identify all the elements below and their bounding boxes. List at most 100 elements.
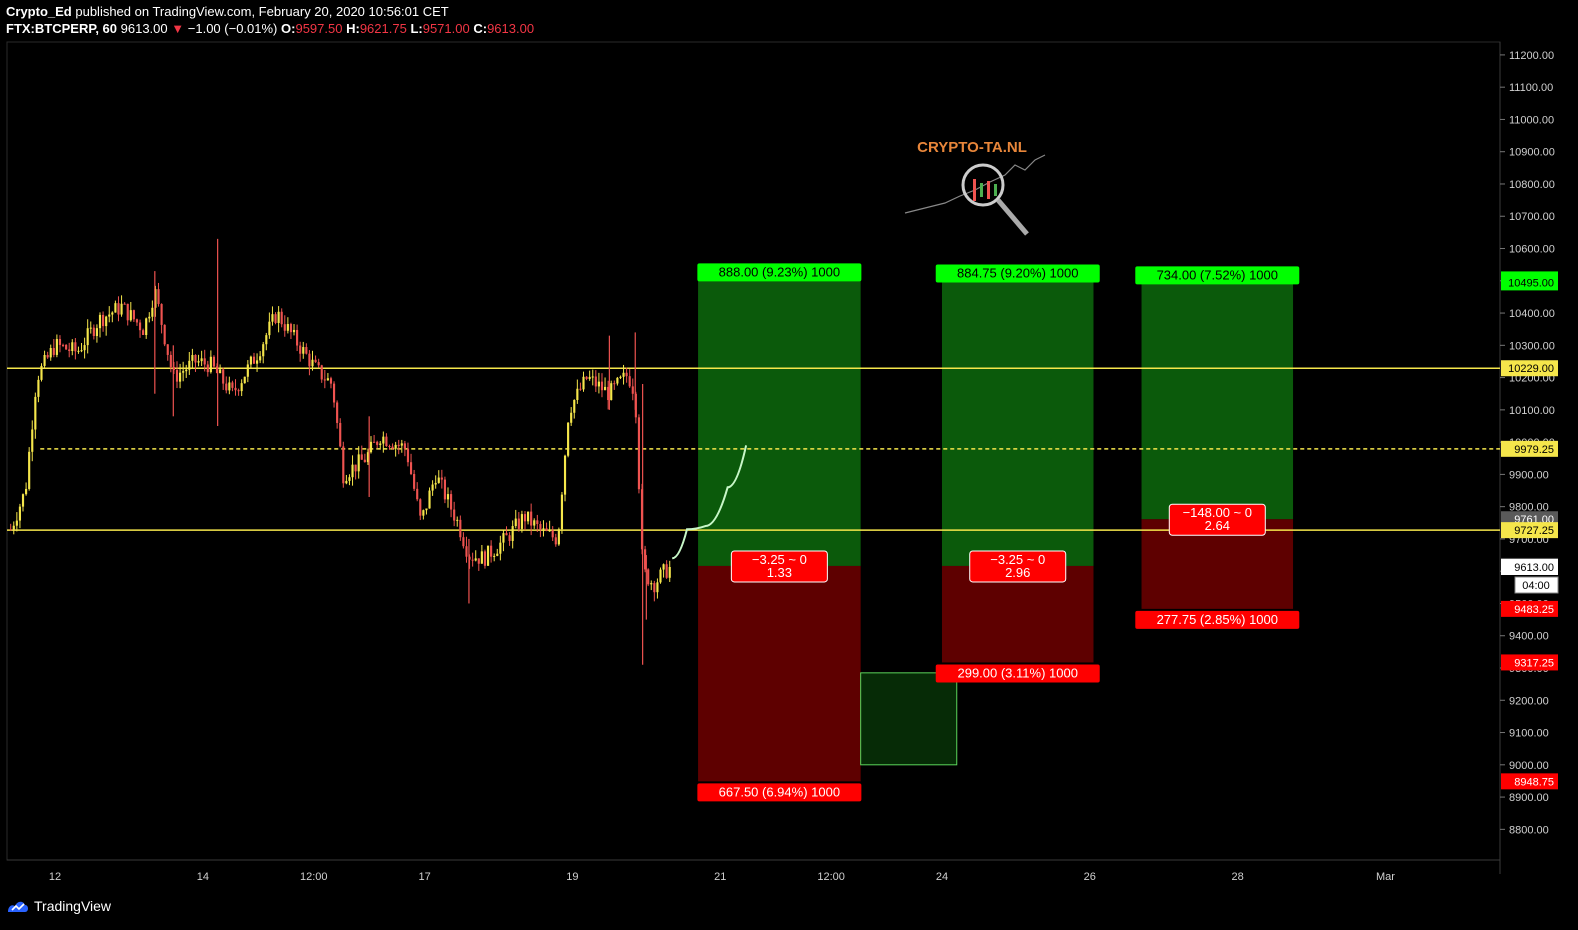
candle-body bbox=[665, 564, 668, 578]
candle-body bbox=[175, 369, 179, 382]
candle-body bbox=[551, 530, 554, 538]
candle-body bbox=[65, 344, 68, 350]
entry-label-line1: −3.25 ~ 0 bbox=[752, 552, 807, 567]
candle-body bbox=[280, 311, 283, 325]
candle-body bbox=[385, 436, 388, 447]
candle-body bbox=[138, 322, 142, 331]
candle-body bbox=[465, 546, 468, 557]
x-tick-label: 17 bbox=[418, 871, 430, 883]
y-tick-label: 10300.00 bbox=[1509, 340, 1555, 352]
candle-body bbox=[416, 488, 419, 500]
candle-body bbox=[18, 506, 22, 521]
candle-body bbox=[363, 459, 366, 463]
candle-body bbox=[391, 446, 394, 449]
symbol-info: FTX:BTCPERP, 60 9613.00 ▼ −1.00 (−0.01%)… bbox=[6, 21, 534, 36]
target-label: 734.00 (7.52%) 1000 bbox=[1157, 267, 1278, 282]
highlight-box-zone bbox=[860, 672, 958, 766]
down-arrow-icon: ▼ bbox=[171, 21, 185, 36]
candle-body bbox=[326, 378, 329, 381]
candle-body bbox=[234, 387, 237, 391]
symbol-name[interactable]: FTX:BTCPERP, 60 bbox=[6, 21, 118, 36]
candle-body bbox=[296, 329, 299, 346]
candle-body bbox=[514, 518, 517, 527]
candle-body bbox=[83, 345, 86, 351]
y-tick-label: 11200.00 bbox=[1509, 50, 1554, 62]
candle-body bbox=[554, 537, 557, 545]
candle-body bbox=[560, 494, 564, 530]
countdown-label: 04:00 bbox=[1522, 580, 1550, 592]
candle-body bbox=[650, 583, 653, 585]
candle-body bbox=[120, 303, 123, 315]
candle-body bbox=[440, 477, 443, 480]
candle-body bbox=[111, 312, 114, 315]
candle-body bbox=[185, 369, 188, 372]
candle-body bbox=[172, 367, 175, 370]
candle-body bbox=[68, 349, 71, 352]
candle-body bbox=[406, 448, 410, 463]
candle-body bbox=[274, 314, 277, 323]
candle-body bbox=[360, 454, 363, 460]
candle-body bbox=[351, 464, 354, 478]
y-tick-label: 9100.00 bbox=[1509, 728, 1549, 740]
candle-body bbox=[357, 454, 360, 472]
candle-body bbox=[329, 378, 333, 384]
candle-body bbox=[114, 303, 117, 313]
footer-brand[interactable]: TradingView bbox=[6, 898, 111, 914]
candle-body bbox=[563, 455, 567, 495]
candle-body bbox=[265, 335, 268, 345]
candle-body bbox=[299, 345, 302, 354]
candle-body bbox=[132, 310, 135, 320]
candle-body bbox=[117, 303, 120, 315]
candle-body bbox=[160, 304, 163, 325]
candle-body bbox=[446, 494, 450, 500]
candle-body bbox=[249, 356, 252, 365]
candle-body bbox=[219, 369, 222, 374]
candle-body bbox=[659, 569, 662, 583]
candle-body bbox=[616, 377, 619, 384]
entry-label-line1: −3.25 ~ 0 bbox=[990, 552, 1045, 567]
candle-body bbox=[49, 348, 52, 358]
entry-label-line1: −148.00 ~ 0 bbox=[1183, 505, 1252, 520]
candle-body bbox=[25, 488, 28, 495]
candle-body bbox=[499, 542, 502, 554]
entry-label-line2: 2.96 bbox=[1005, 565, 1030, 580]
candle-body bbox=[539, 524, 542, 530]
candle-body bbox=[409, 462, 413, 475]
candle-body bbox=[610, 383, 613, 401]
candle-body bbox=[43, 354, 46, 366]
candle-body bbox=[317, 362, 320, 366]
candle-body bbox=[259, 356, 262, 361]
candle-body bbox=[252, 356, 256, 364]
candle-body bbox=[262, 344, 265, 357]
candle-body bbox=[311, 359, 314, 367]
candle-body bbox=[462, 537, 465, 547]
candle-body bbox=[332, 383, 336, 403]
candle-body bbox=[557, 529, 560, 545]
candle-body bbox=[443, 479, 446, 500]
candle-body bbox=[644, 549, 647, 570]
loss-zone bbox=[698, 565, 861, 782]
close-value: 9613.00 bbox=[487, 21, 535, 36]
candle-body bbox=[86, 328, 89, 346]
price-axis-label-box bbox=[1501, 440, 1558, 457]
candle-body bbox=[545, 528, 548, 531]
x-tick-label: Mar bbox=[1376, 871, 1395, 883]
candle-body bbox=[302, 347, 305, 354]
candle-body bbox=[336, 402, 339, 423]
candle-body bbox=[628, 376, 631, 387]
candle-body bbox=[548, 530, 551, 532]
candle-body bbox=[37, 379, 40, 397]
candle-body bbox=[400, 443, 403, 446]
candle-body bbox=[126, 303, 129, 321]
author-name[interactable]: Crypto_Ed bbox=[6, 4, 72, 19]
candle-body bbox=[379, 443, 382, 445]
candle-body bbox=[526, 511, 530, 522]
last-price: 9613.00 bbox=[120, 21, 168, 36]
candle-body bbox=[603, 386, 607, 391]
candle-body bbox=[286, 324, 289, 331]
candle-body bbox=[166, 344, 169, 355]
candle-body bbox=[607, 386, 610, 401]
candle-body bbox=[163, 324, 166, 345]
candle-body bbox=[382, 436, 385, 444]
